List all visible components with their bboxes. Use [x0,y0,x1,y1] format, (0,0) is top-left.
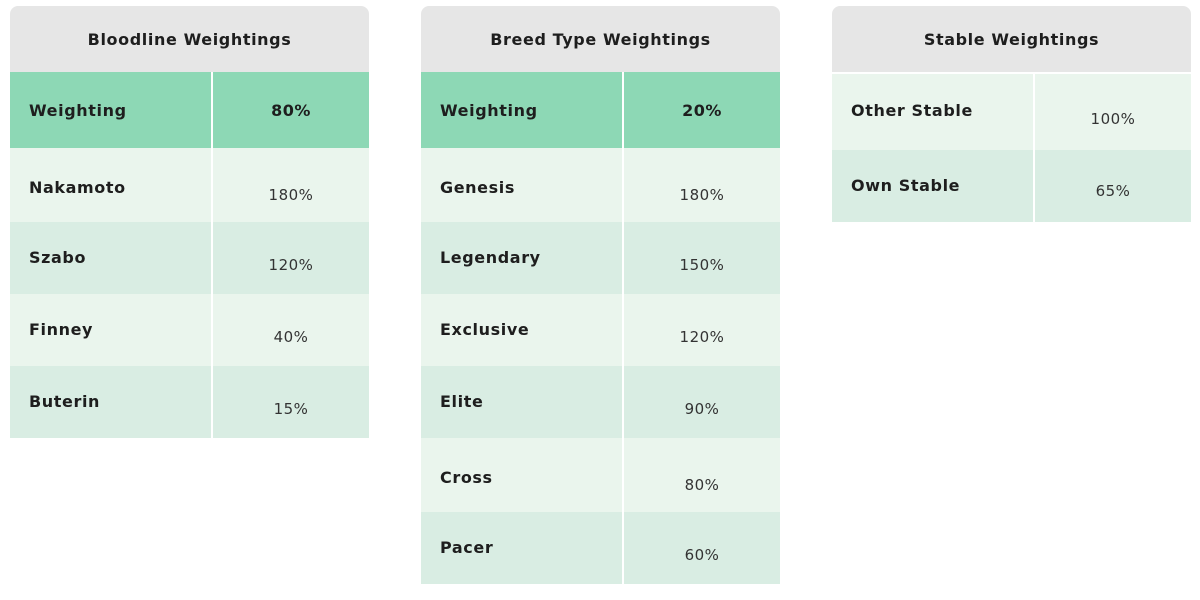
row-label: Nakamoto [10,148,213,222]
row-value: 90% [684,400,720,418]
row-label: Genesis [421,148,624,222]
row-value: 180% [679,186,725,204]
row-value: 80% [271,100,311,120]
row-value: 100% [1090,110,1136,128]
row-label: Weighting [421,72,624,148]
row-label: Cross [421,438,624,512]
row-value: 20% [682,100,722,120]
weighting-row: Weighting 20% [421,72,780,148]
row-value: 120% [679,328,725,346]
row-label: Szabo [10,222,213,294]
row-label: Own Stable [832,150,1035,222]
row-label: Buterin [10,366,213,438]
bloodline-weightings-table: Bloodline Weightings Weighting 80% Nakam… [10,6,369,438]
row-value: 180% [268,186,314,204]
row-value: 120% [268,256,314,274]
table-row: Buterin 15% [10,366,369,438]
table-row: Other Stable 100% [832,72,1191,150]
table-row: Szabo 120% [10,222,369,294]
row-label: Finney [10,294,213,366]
table-row: Nakamoto 180% [10,148,369,222]
row-label: Pacer [421,512,624,584]
table-row: Cross 80% [421,438,780,512]
table-row: Elite 90% [421,366,780,438]
row-value: 60% [684,546,720,564]
row-value: 150% [679,256,725,274]
table-row: Genesis 180% [421,148,780,222]
table-row: Own Stable 65% [832,150,1191,222]
row-value: 40% [273,328,309,346]
row-value: 80% [684,476,720,494]
row-label: Other Stable [832,74,1035,150]
row-label: Weighting [10,72,213,148]
row-label: Legendary [421,222,624,294]
table-header: Breed Type Weightings [421,6,780,72]
table-row: Pacer 60% [421,512,780,584]
table-header: Stable Weightings [832,6,1191,72]
table-header: Bloodline Weightings [10,6,369,72]
breed-type-weightings-table: Breed Type Weightings Weighting 20% Gene… [421,6,780,584]
row-label: Elite [421,366,624,438]
table-row: Finney 40% [10,294,369,366]
row-label: Exclusive [421,294,624,366]
stable-weightings-table: Stable Weightings Other Stable 100% Own … [832,6,1191,222]
row-value: 65% [1095,182,1131,200]
table-row: Exclusive 120% [421,294,780,366]
table-row: Legendary 150% [421,222,780,294]
row-value: 15% [273,400,309,418]
weighting-row: Weighting 80% [10,72,369,148]
